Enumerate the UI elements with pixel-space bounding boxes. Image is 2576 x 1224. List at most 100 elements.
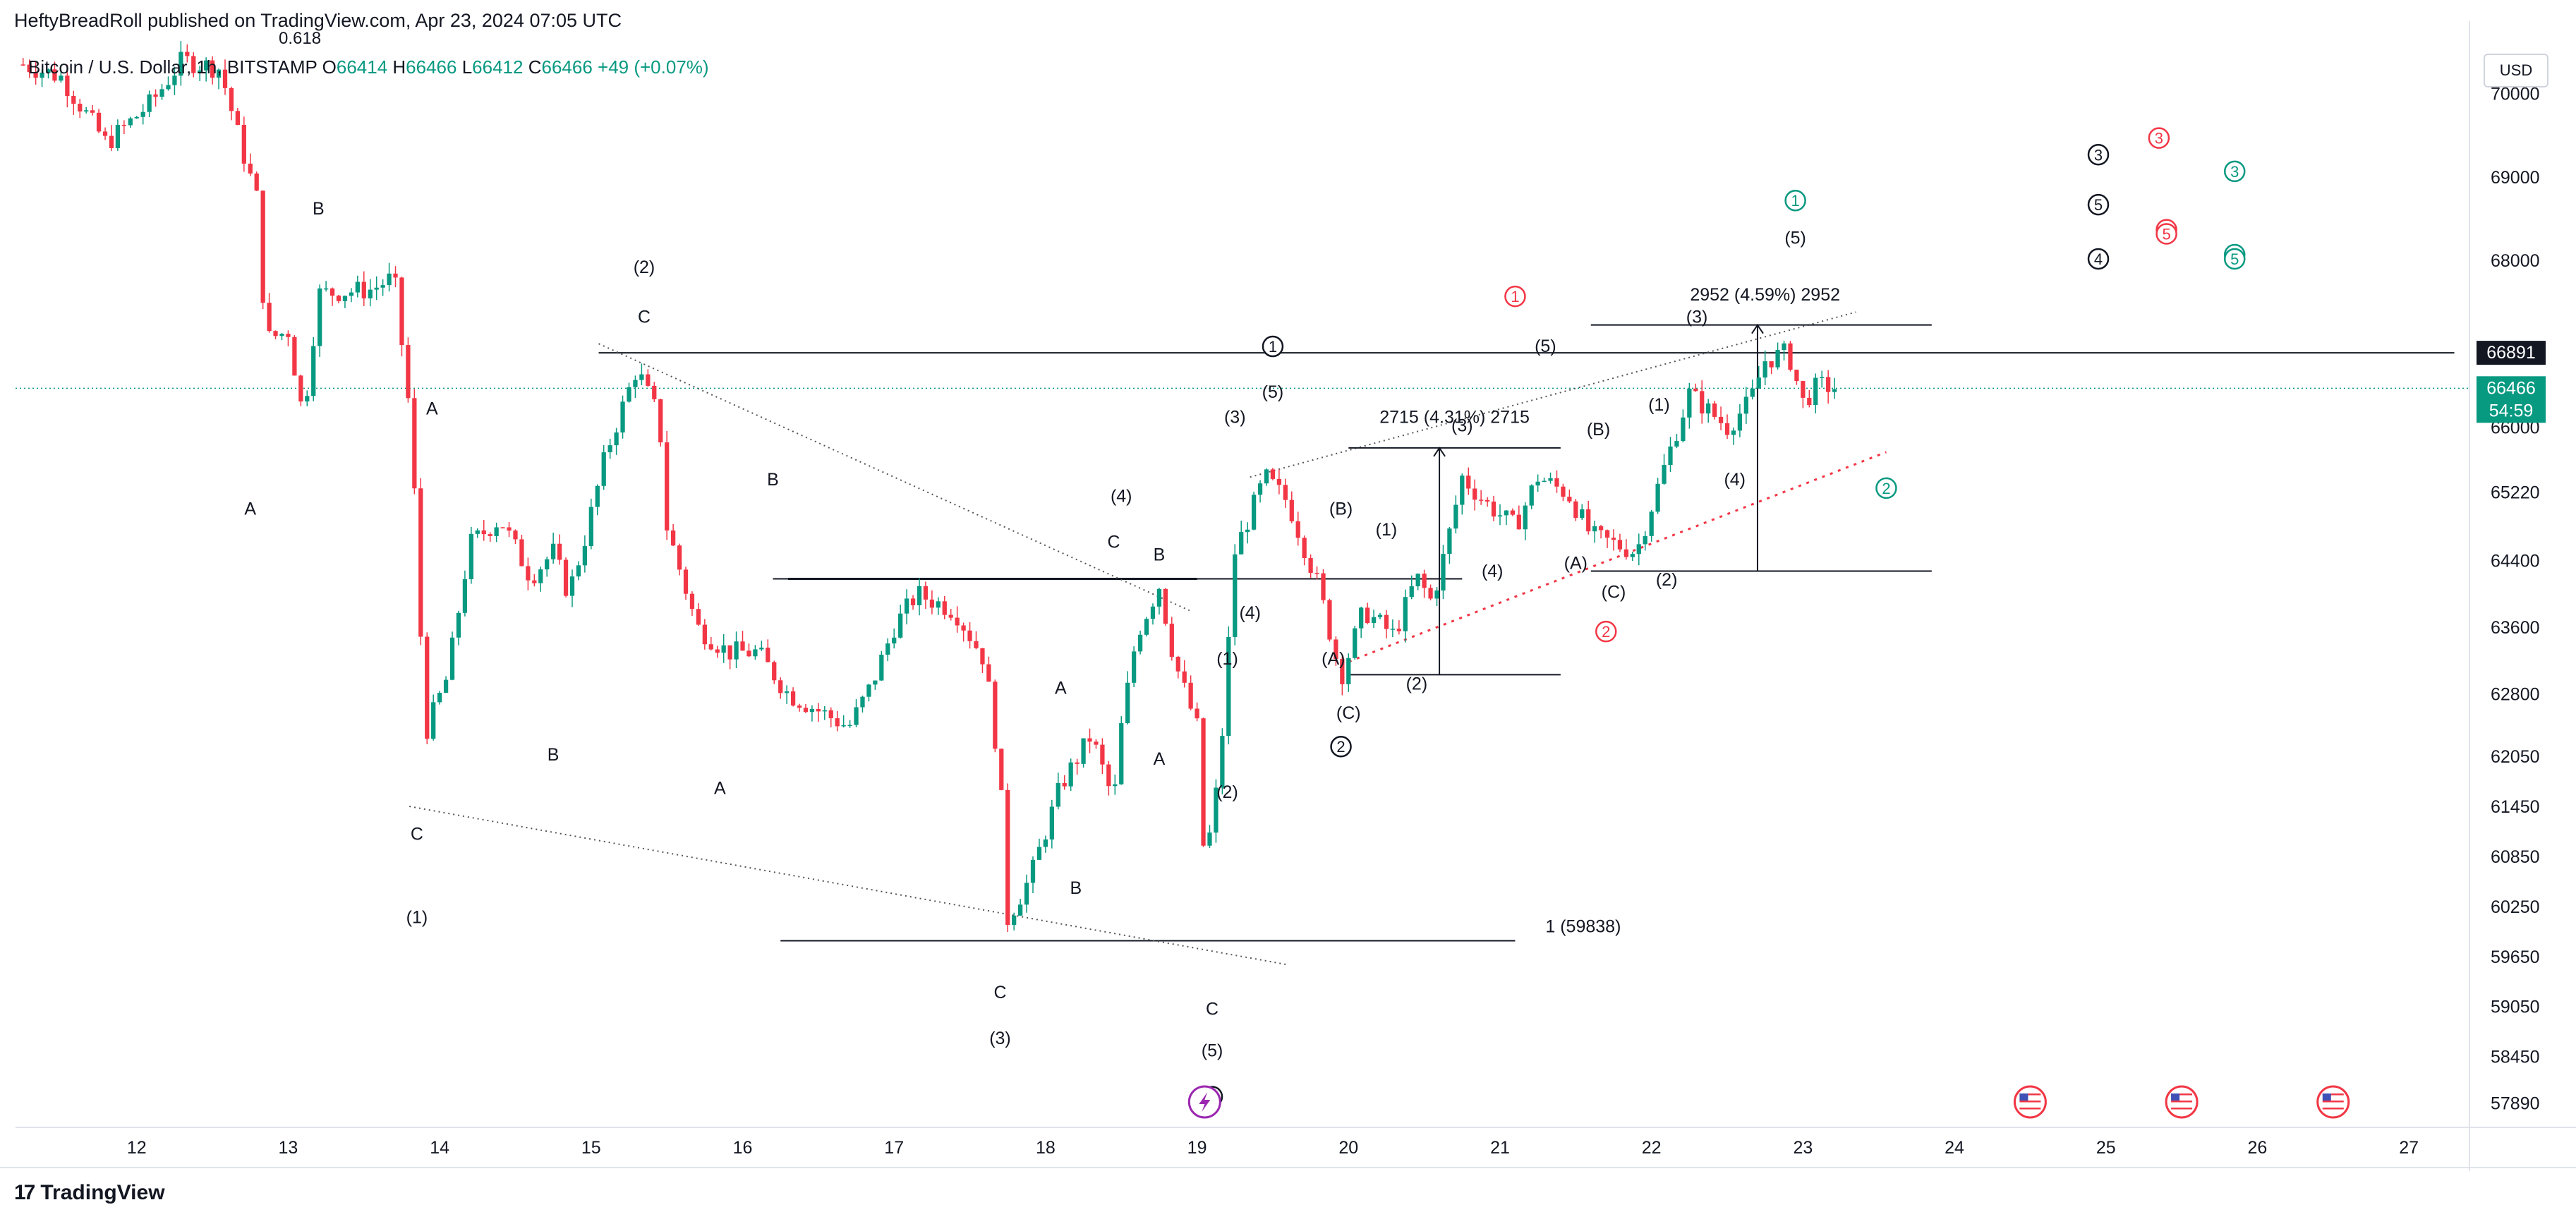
candle-body [1409, 586, 1414, 598]
circled-wave-label: 5 [2094, 196, 2103, 214]
candle-body [582, 546, 588, 566]
candle-body [96, 112, 102, 132]
candle-body [904, 598, 909, 614]
candle-body [1441, 554, 1446, 591]
us-flag-event-icon[interactable] [2316, 1085, 2350, 1119]
candle-body [1156, 588, 1162, 607]
candle-body [1150, 606, 1156, 619]
candle-body [633, 380, 638, 387]
candle-body [1314, 573, 1319, 574]
candle-body [627, 387, 631, 402]
flag-stripe [2019, 1108, 2041, 1110]
candle-body [1163, 588, 1168, 624]
candle-body [1718, 416, 1724, 423]
candle-body [1706, 403, 1711, 414]
candle-body [967, 630, 972, 641]
chart-frame [0, 21, 2576, 1171]
candle-body [1327, 600, 1332, 640]
candle-body [449, 637, 455, 680]
time-tick-label: 13 [279, 1138, 298, 1158]
time-axis[interactable]: 12 13 14 15 16 17 18 19 20 21 22 23 24 25 26 27 [127, 1138, 2419, 1158]
candle-body [942, 601, 947, 615]
price-axis[interactable]: 7000069000680006600065220644006360062800… [2491, 85, 2540, 1114]
candle-body [999, 749, 1004, 790]
currency-button[interactable]: USD [2484, 54, 2548, 87]
price-badge-value: 66891 [2486, 343, 2536, 363]
candle-body [210, 60, 215, 78]
candle-body [1270, 469, 1276, 479]
candle-body [1012, 915, 1017, 925]
candle-body [1630, 554, 1635, 557]
candle-body [336, 296, 341, 301]
candle-body [374, 287, 379, 290]
legend-part: 66466 [541, 56, 598, 78]
circled-wave-label: 5 [2162, 226, 2170, 243]
wave-label: (4) [1724, 470, 1746, 490]
candle-body [1195, 708, 1199, 719]
candle-body [665, 442, 670, 531]
candle-body [1201, 718, 1206, 846]
candle-body [961, 625, 966, 631]
candle-body [1415, 574, 1420, 587]
us-flag-event-icon[interactable] [2165, 1085, 2199, 1119]
candle-body [406, 345, 411, 399]
candle-body [551, 543, 556, 559]
wave-label: B [1070, 878, 1082, 898]
wave-label: B [313, 199, 325, 219]
candle-body [670, 530, 676, 546]
candle-body [1756, 377, 1761, 389]
circled-wave-label: 3 [2155, 130, 2163, 147]
candle-body [1207, 832, 1212, 846]
us-flag-event-icon[interactable] [2013, 1085, 2047, 1119]
candle-body [1081, 738, 1086, 764]
candle-body [1580, 509, 1585, 519]
candle-body [885, 643, 890, 655]
circled-wave-marker [2223, 160, 2246, 183]
candle-body [1169, 624, 1174, 657]
candle-body [841, 725, 846, 727]
candle-body [1100, 744, 1105, 765]
circled-wave-label: 2 [1336, 738, 1345, 756]
circled-wave-marker [1330, 735, 1352, 758]
candle-body [557, 543, 562, 560]
wave-label: (C) [1602, 583, 1626, 602]
candle-body [179, 51, 183, 76]
candle-body [1434, 590, 1439, 599]
candle-body [1598, 526, 1604, 531]
candle-body [1119, 723, 1124, 784]
candle-body [1807, 397, 1812, 406]
candle-body [1403, 597, 1408, 631]
wave-label: C [1107, 533, 1120, 552]
candle-body [1516, 514, 1521, 530]
wave-label: (A) [1564, 553, 1588, 573]
legend-part: H [392, 56, 406, 78]
candle-body [1801, 381, 1806, 398]
candle-body [399, 277, 404, 346]
candle-body [393, 273, 398, 278]
candle-body [1302, 538, 1307, 559]
circled-wave-marker [1262, 335, 1284, 358]
price-tick-label: 61450 [2491, 797, 2540, 817]
candle-body [355, 281, 360, 293]
candle-body [78, 103, 83, 112]
event-markers[interactable] [1187, 1085, 2350, 1119]
wave-label: A [1154, 749, 1166, 769]
lightning-event-icon[interactable] [1187, 1085, 1221, 1119]
projection-arrow-head [1433, 447, 1446, 457]
tradingview-brand[interactable]: 17 TradingView [14, 1181, 165, 1205]
candle-body [204, 60, 209, 71]
price-tick-label: 63600 [2491, 618, 2540, 638]
candle-body [658, 399, 663, 443]
candle-body [519, 539, 524, 566]
candle-body [1371, 617, 1377, 624]
wave-label: (3) [1686, 308, 1708, 327]
lightning-glyph [1199, 1092, 1211, 1112]
wave-label: (1) [1216, 649, 1238, 669]
time-tick-label: 19 [1187, 1138, 1207, 1158]
flag-stripe [2171, 1101, 2193, 1103]
time-tick-label: 24 [1945, 1138, 1964, 1158]
candle-body [172, 75, 177, 85]
candle-body [873, 680, 878, 685]
candle-body [380, 285, 385, 288]
